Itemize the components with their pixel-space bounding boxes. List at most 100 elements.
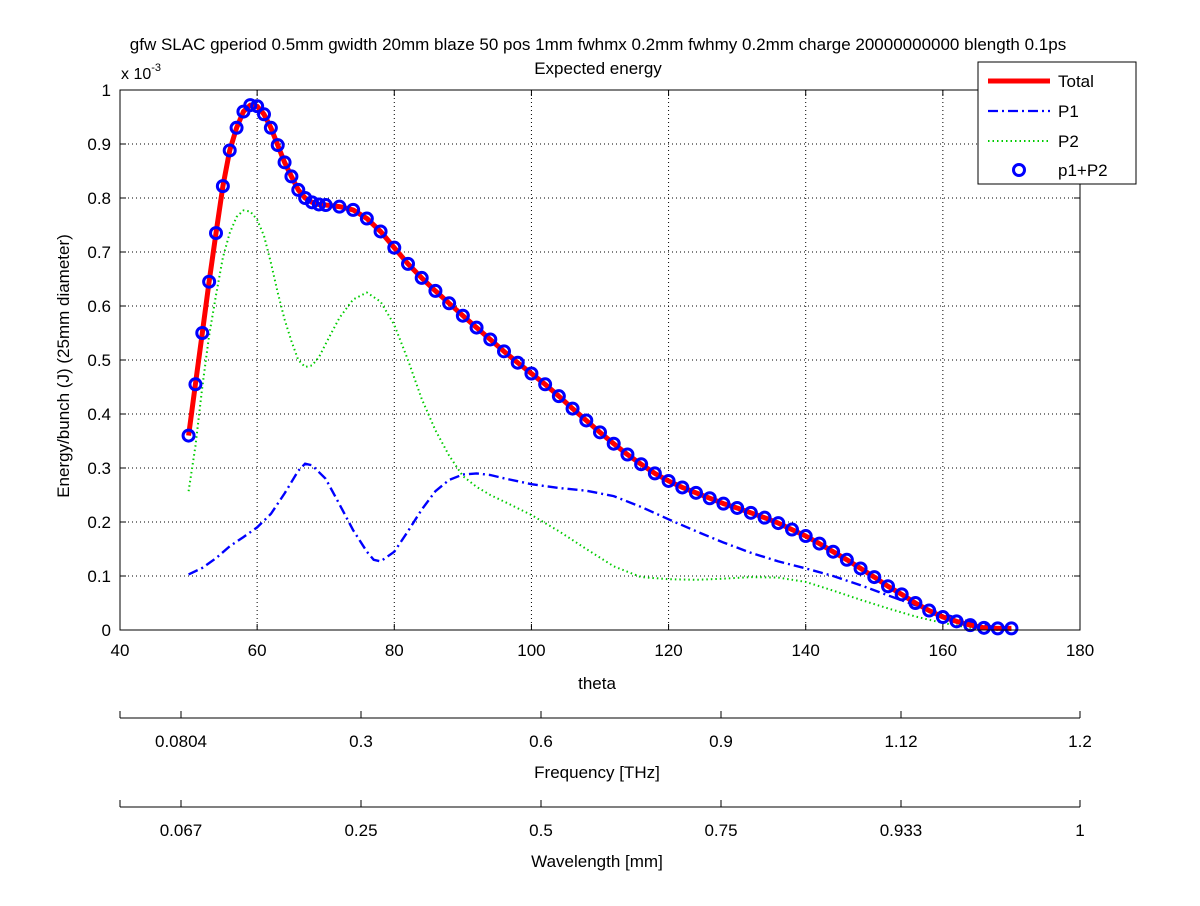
series-p1p2-marker: [551, 389, 566, 404]
x-tick-label: 180: [1066, 641, 1094, 660]
series-p1p2-marker: [195, 326, 210, 340]
series-p1p2-marker: [483, 332, 498, 347]
series-p1p2-marker: [257, 107, 271, 122]
series-p1p2-marker: [401, 256, 415, 271]
series-p1p2-marker: [387, 240, 402, 255]
series-p1p2-marker: [215, 179, 230, 194]
series-p1p2-marker: [497, 344, 511, 359]
chart-subtitle: Expected energy: [534, 59, 662, 78]
series-p1p2-marker: [647, 466, 662, 481]
series-p1p2-marker: [675, 480, 690, 495]
y-tick-label: 0.7: [87, 243, 111, 262]
legend-label-p1: P1: [1058, 102, 1079, 121]
series-p1p2-marker: [812, 536, 827, 551]
series-p1p2-marker: [332, 199, 347, 214]
y-exponent-label: x 10-3: [121, 62, 161, 83]
legend-swatch-p1p2: [1012, 163, 1026, 177]
series-p1p2-marker: [510, 355, 525, 370]
frequency-tick-label: 1.12: [884, 732, 917, 751]
series-p1p2-marker: [977, 620, 991, 635]
series-p1p2-marker: [270, 138, 285, 153]
wavelength-tick-label: 0.5: [529, 821, 553, 840]
series-p1p2-marker: [894, 587, 909, 602]
series-p1p2-marker: [1004, 621, 1019, 636]
wavelength-tick-label: 0.25: [344, 821, 377, 840]
y-exponent-power: -3: [151, 62, 161, 74]
wavelength-axis-label: Wavelength [mm]: [531, 852, 663, 871]
series-p1p2-marker: [579, 413, 594, 428]
series-p2-line: [187, 209, 1012, 631]
axis-layer: 40 60 80 100 120 140 160 180 0 0.1 0.2 0.3 0.4 0.5 0.6…: [87, 81, 1094, 660]
x-tick-label: 140: [792, 641, 820, 660]
series-p1p2-marker: [181, 428, 196, 443]
grid-layer: [120, 90, 1080, 630]
x-tick-label: 100: [517, 641, 545, 660]
frequency-tick-label: 1.2: [1068, 732, 1092, 751]
series-p1p2-marker: [908, 596, 923, 610]
frequency-tick-label: 0.6: [529, 732, 553, 751]
series-p1p2-marker: [469, 320, 484, 335]
x-tick-label: 60: [248, 641, 267, 660]
frequency-tick-label: 0.0804: [155, 732, 207, 751]
wavelength-tick-label: 1: [1075, 821, 1084, 840]
legend: Total P1 P2 p1+P2: [977, 61, 1137, 185]
series-p1p2-marker: [990, 621, 1005, 636]
series-p1p2-marker: [716, 496, 731, 511]
y-tick-label: 0.2: [87, 513, 111, 532]
series-p1p2-marker: [593, 425, 607, 440]
series-p1p2-marker: [209, 226, 223, 241]
series-total-line: [186, 102, 1012, 631]
wavelength-tick-label: 0.067: [160, 821, 203, 840]
legend-label-p2: P2: [1058, 132, 1079, 151]
series-p1p2-marker: [202, 274, 217, 289]
secondary-axes: 0.0804 0.3 0.6 0.9 1.12 1.2 Frequency [THz] 0.0…: [119, 711, 1092, 871]
series-p1p2-marker: [620, 447, 635, 462]
series-p1p2-marker: [661, 473, 676, 488]
y-tick-label: 1: [102, 81, 111, 100]
series-p1p2-marker: [867, 570, 882, 585]
series-p1p2-marker: [881, 579, 895, 594]
x-tick-label: 80: [385, 641, 404, 660]
series-p1p2-marker: [634, 457, 649, 472]
legend-label-p1p2: p1+P2: [1058, 161, 1108, 180]
x-tick-label: 40: [111, 641, 130, 660]
series-p1p2-marker: [442, 296, 457, 311]
chart-title: gfw SLAC gperiod 0.5mm gwidth 20mm blaze…: [130, 35, 1066, 54]
series-p1p2-marker: [318, 198, 333, 213]
y-tick-label: 0.9: [87, 135, 111, 154]
series-p1p2-marker: [785, 522, 799, 537]
series-p1p2-marker: [359, 211, 374, 226]
frequency-axis-label: Frequency [THz]: [534, 763, 660, 782]
x-tick-label: 120: [654, 641, 682, 660]
series-layer: [181, 98, 1019, 636]
series-p1p2-marker: [743, 505, 758, 520]
series-p1p2-marker: [730, 500, 745, 515]
series-p1p2-marker: [428, 283, 443, 298]
wavelength-tick-label: 0.75: [704, 821, 737, 840]
series-p1p2-marker: [826, 544, 841, 559]
series-p1p2-marker: [291, 182, 306, 197]
series-p1p2-marker: [284, 169, 299, 184]
y-tick-label: 0.5: [87, 351, 111, 370]
series-p1p2-marker: [311, 197, 326, 212]
series-p1p2-marker: [771, 516, 786, 531]
series-p1p2-marker: [455, 308, 470, 323]
series-p1p2-marker: [346, 202, 361, 217]
series-p1p2-marker: [798, 529, 813, 544]
series-p1p2-marker: [373, 224, 388, 239]
series-p1p2-marker: [222, 143, 237, 158]
series-p1p2-marker: [949, 614, 964, 629]
y-tick-label: 0.8: [87, 189, 111, 208]
series-p1p2-marker: [250, 99, 265, 114]
x-tick-label: 160: [929, 641, 957, 660]
series-p1p2-marker: [243, 98, 258, 113]
frequency-tick-label: 0.9: [709, 732, 733, 751]
series-p1p2-marker: [524, 366, 539, 381]
series-p1p2-marker: [757, 510, 772, 525]
y-tick-label: 0.1: [87, 567, 111, 586]
series-p1-line: [188, 462, 1012, 631]
series-p1p2-marker: [963, 618, 978, 633]
x-axis-label: theta: [578, 674, 616, 693]
